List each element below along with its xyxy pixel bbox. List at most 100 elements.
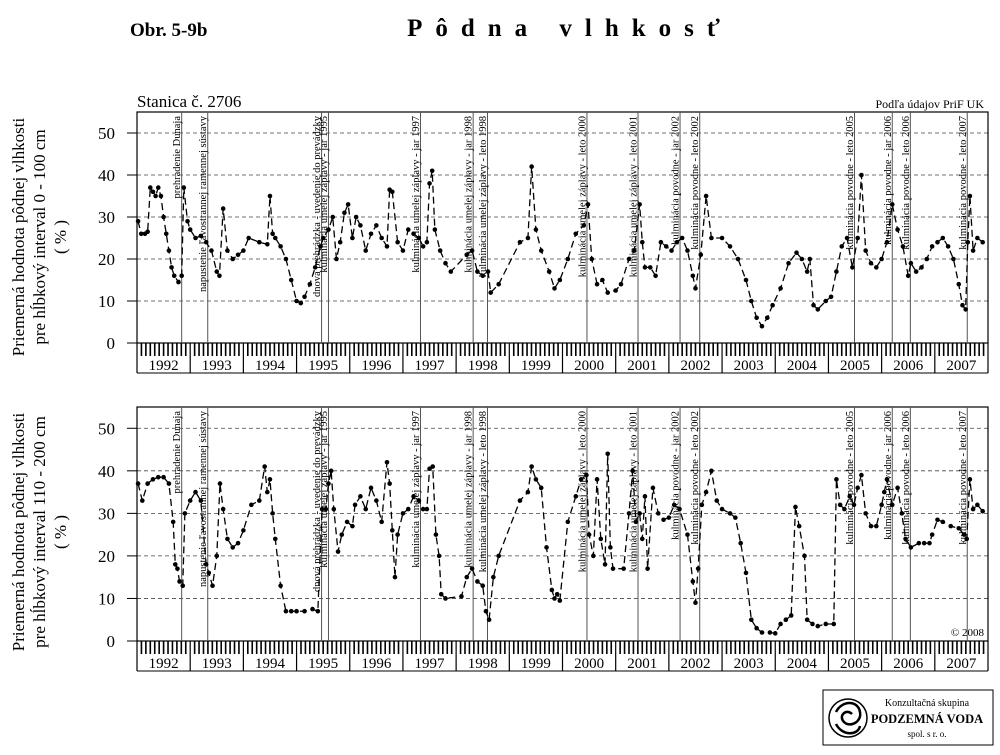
y-tick-label: 10 bbox=[98, 589, 115, 608]
x-tick-label: 2005 bbox=[840, 656, 870, 672]
data-point bbox=[839, 244, 845, 249]
x-tick-label: 1997 bbox=[415, 656, 446, 672]
data-point bbox=[770, 302, 775, 308]
data-point bbox=[257, 498, 262, 503]
x-tick-label: 1995 bbox=[308, 656, 338, 672]
data-point bbox=[594, 281, 600, 287]
data-point bbox=[735, 256, 741, 262]
data-point bbox=[924, 256, 930, 262]
logo-swirl bbox=[834, 723, 862, 735]
data-point bbox=[344, 519, 350, 525]
data-point bbox=[278, 583, 283, 588]
data-point bbox=[363, 248, 369, 253]
y-tick-label: 40 bbox=[98, 166, 115, 185]
data-point bbox=[416, 498, 422, 503]
data-point bbox=[594, 477, 600, 482]
event-label: kulminácia povodne - leto 2007 bbox=[958, 116, 969, 250]
data-point bbox=[491, 574, 496, 580]
data-point bbox=[940, 519, 946, 525]
data-point bbox=[586, 532, 592, 537]
data-point bbox=[749, 298, 754, 304]
data-point bbox=[598, 536, 604, 542]
y-axis-label: Priemerná hodnota pôdnej vlhkosti bbox=[9, 413, 28, 652]
data-point bbox=[935, 239, 940, 245]
data-point bbox=[811, 302, 816, 308]
event-label: kulminácia povodne - leto 2005 bbox=[845, 411, 856, 545]
y-axis-label: Priemerná hodnota pôdnej vlhkosti bbox=[9, 118, 28, 357]
data-point bbox=[695, 566, 701, 571]
event-label: kulminácia povodne - leto 2002 bbox=[690, 116, 701, 250]
data-point bbox=[823, 621, 829, 627]
data-point bbox=[674, 239, 680, 245]
data-point bbox=[384, 460, 390, 465]
data-point bbox=[591, 553, 596, 559]
data-point bbox=[642, 494, 648, 499]
data-point bbox=[719, 235, 725, 241]
data-point bbox=[788, 613, 794, 618]
data-point bbox=[161, 474, 166, 480]
event-label: kulminácia umelej záplavy - leto 2001 bbox=[629, 116, 640, 277]
data-point bbox=[637, 511, 642, 516]
data-point bbox=[661, 517, 666, 523]
data-point bbox=[176, 279, 181, 285]
data-point bbox=[874, 523, 879, 529]
data-point bbox=[206, 570, 212, 576]
data-point bbox=[709, 235, 714, 241]
data-point bbox=[905, 273, 911, 279]
data-point bbox=[900, 244, 906, 249]
data-point bbox=[140, 498, 145, 503]
data-point bbox=[605, 290, 611, 295]
data-point bbox=[175, 566, 180, 571]
data-point bbox=[390, 189, 395, 195]
data-point bbox=[655, 511, 661, 516]
figure-number: Obr. 5-9b bbox=[130, 20, 207, 41]
data-point bbox=[187, 227, 193, 232]
data-point bbox=[217, 481, 223, 486]
data-point bbox=[970, 506, 976, 512]
data-point bbox=[334, 256, 339, 262]
data-point bbox=[772, 631, 778, 636]
data-point bbox=[884, 477, 890, 482]
data-point bbox=[331, 506, 337, 512]
x-tick-label: 2007 bbox=[946, 358, 977, 374]
data-point bbox=[246, 235, 251, 241]
data-point bbox=[956, 281, 962, 287]
data-point bbox=[283, 608, 289, 614]
data-point bbox=[337, 239, 343, 245]
data-point bbox=[778, 286, 783, 291]
data-line bbox=[137, 453, 984, 635]
logo-frame bbox=[822, 689, 994, 746]
data-point bbox=[565, 256, 571, 262]
panel: 0 10 20 30 40 50 1992 1993 1994 1995 1996 1997 1998 1… bbox=[9, 111, 989, 374]
data-point bbox=[719, 506, 725, 512]
data-point bbox=[703, 489, 709, 495]
data-point bbox=[899, 511, 905, 516]
data-point bbox=[879, 502, 884, 508]
data-point bbox=[693, 600, 698, 606]
data-point bbox=[834, 477, 839, 482]
data-point bbox=[496, 553, 501, 559]
data-point bbox=[639, 239, 645, 245]
data-point bbox=[395, 239, 400, 245]
data-point bbox=[573, 231, 579, 237]
data-point bbox=[783, 617, 789, 623]
x-tick-label: 1998 bbox=[468, 358, 498, 374]
event-label: kulminácia povodne - leto 2006 bbox=[901, 411, 912, 545]
data-point bbox=[171, 273, 177, 279]
event-label: dnová prehrádzka - uvedenie do prevádzky bbox=[312, 115, 323, 297]
event-label: kulminácia povodne - leto 2002 bbox=[690, 411, 701, 545]
data-point bbox=[172, 562, 178, 567]
data-point bbox=[584, 472, 589, 478]
logo-icon bbox=[828, 698, 868, 738]
data-point bbox=[961, 532, 967, 537]
data-point bbox=[203, 562, 209, 567]
data-point bbox=[267, 193, 273, 199]
data-point bbox=[647, 265, 653, 270]
data-point bbox=[323, 506, 329, 512]
data-point bbox=[230, 545, 236, 550]
source-label: Podľa údajov PriF UK bbox=[875, 97, 984, 111]
data-point bbox=[225, 248, 230, 253]
event-label: kulminácia umelej záplavy - jar 1995 bbox=[319, 116, 330, 273]
data-point bbox=[241, 248, 246, 253]
data-point bbox=[443, 596, 448, 601]
